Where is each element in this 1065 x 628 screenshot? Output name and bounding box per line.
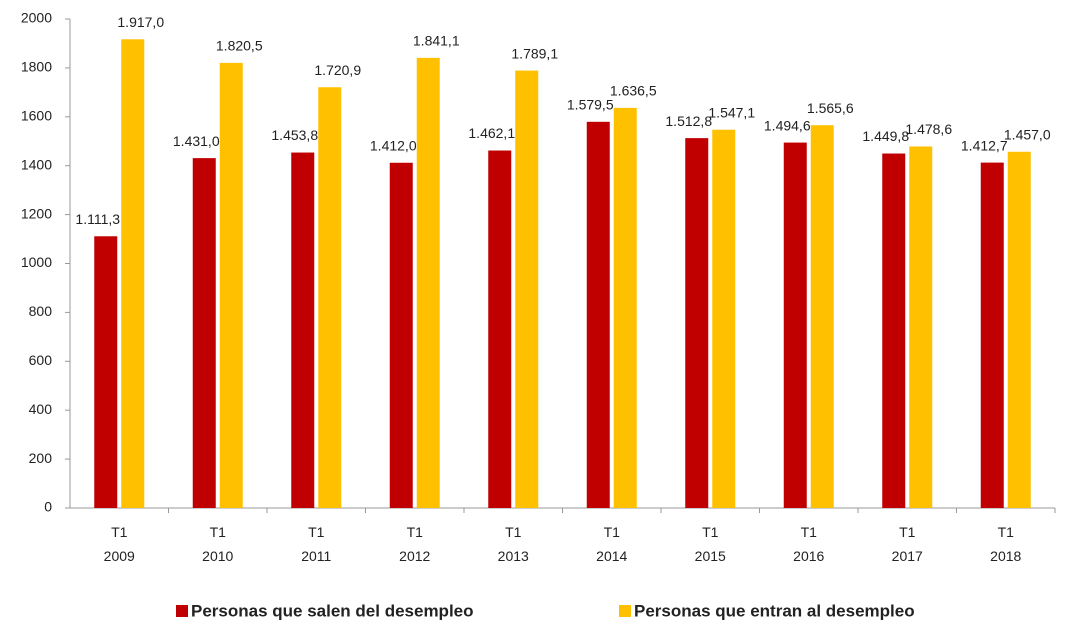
bar (882, 153, 906, 508)
value-label: 1.111,3 (75, 211, 120, 227)
legend-label: Personas que salen del desempleo (191, 601, 474, 620)
x-tick-label: T1 2012 (399, 524, 430, 564)
value-label: 1.917,0 (117, 14, 164, 30)
value-label: 1.457,0 (1004, 126, 1051, 142)
y-tick-label: 600 (29, 352, 53, 368)
value-label: 1.789,1 (511, 45, 558, 61)
bar (389, 162, 413, 509)
value-label: 1.636,5 (610, 83, 657, 99)
bar (1007, 151, 1031, 509)
y-tick-label: 800 (29, 303, 53, 319)
y-tick-label: 0 (44, 499, 52, 515)
x-tick-label: T1 2018 (990, 524, 1021, 564)
value-label: 1.412,0 (370, 137, 417, 153)
bar (613, 107, 637, 509)
bar (685, 138, 709, 508)
value-label: 1.512,8 (665, 113, 712, 129)
value-label: 1.820,5 (216, 38, 263, 54)
bar (291, 152, 315, 508)
x-tick-label: T1 2013 (498, 524, 529, 564)
bar (515, 70, 539, 508)
value-label: 1.494,6 (764, 117, 811, 133)
x-tick-label: T1 2011 (301, 524, 331, 564)
legend-swatch (176, 605, 188, 617)
bar (980, 162, 1004, 508)
value-label: 1.478,6 (905, 121, 952, 137)
bar (810, 125, 834, 508)
value-label: 1.565,6 (807, 100, 854, 116)
x-tick-label: T1 2009 (104, 524, 135, 564)
bar (712, 129, 736, 508)
y-tick-label: 1000 (21, 254, 52, 270)
x-tick-label: T1 2010 (202, 524, 233, 564)
x-tick-label: T1 2016 (793, 524, 824, 564)
x-tick-label: T1 2017 (892, 524, 923, 564)
bar (94, 236, 118, 508)
bar (586, 121, 610, 508)
bar (416, 57, 440, 509)
bar (318, 87, 342, 508)
y-tick-label: 400 (29, 401, 53, 417)
y-tick-label: 200 (29, 450, 53, 466)
bar (488, 150, 512, 509)
value-label: 1.453,8 (271, 127, 318, 143)
x-tick-label: T1 2014 (596, 524, 627, 564)
y-tick-label: 1800 (21, 59, 52, 75)
bar (121, 39, 145, 509)
bar (783, 142, 807, 508)
y-tick-label: 1200 (21, 205, 52, 221)
x-tick-label: T1 2015 (695, 524, 726, 564)
y-tick-label: 1400 (21, 156, 52, 172)
y-tick-label: 2000 (21, 10, 52, 26)
value-label: 1.412,7 (961, 137, 1008, 153)
bar (219, 62, 243, 508)
legend-swatch (619, 605, 631, 617)
value-label: 1.449,8 (862, 128, 909, 144)
value-label: 1.720,9 (314, 62, 361, 78)
value-label: 1.579,5 (567, 97, 614, 113)
bar (909, 146, 933, 508)
value-label: 1.462,1 (468, 125, 515, 141)
value-label: 1.841,1 (413, 33, 460, 49)
legend-label: Personas que entran al desempleo (634, 601, 915, 620)
value-label: 1.431,0 (173, 133, 220, 149)
bar (192, 158, 216, 509)
value-label: 1.547,1 (708, 104, 755, 120)
y-tick-label: 1600 (21, 108, 52, 124)
